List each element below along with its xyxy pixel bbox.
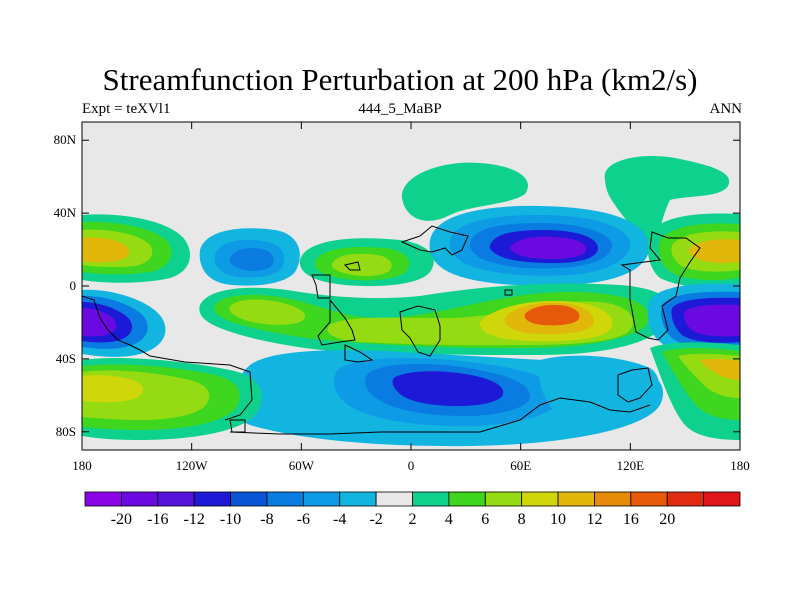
case-label: 444_5_MaBP [358, 101, 442, 117]
lat-tick-label: 40N [54, 205, 77, 220]
colorbar-swatch [412, 491, 450, 507]
colorbar-swatch [594, 491, 632, 507]
coastlines [82, 225, 701, 435]
contour-blob [331, 253, 392, 277]
lon-tick-label: 120W [176, 458, 209, 473]
colorbar-swatch [266, 491, 304, 507]
contour-blob [401, 162, 528, 221]
contour-blob [689, 239, 740, 263]
contour-blob [82, 237, 130, 263]
coastline-americas [229, 261, 374, 433]
colorbar-label: 16 [623, 511, 639, 528]
contour-blob [82, 375, 144, 403]
colorbar-swatch [84, 491, 122, 507]
contour-blob [510, 236, 587, 259]
contour-blob [229, 299, 306, 325]
colorbar-swatch [630, 491, 668, 507]
colorbar-swatch [120, 491, 159, 507]
colorbar-label: 10 [550, 511, 566, 528]
coastline-south-america-west [82, 295, 253, 421]
lon-tick-label: 180 [730, 458, 750, 473]
colorbar-swatch [448, 491, 486, 507]
colorbar-label: 6 [481, 511, 489, 528]
contour-blob [229, 248, 274, 271]
lon-tick-label: 60W [289, 458, 315, 473]
colorbar-label: 4 [445, 511, 453, 528]
coastline-australia [617, 367, 653, 403]
lat-tick-label: 80S [56, 424, 76, 439]
colorbar-label: 20 [659, 511, 675, 528]
contour-blob [524, 304, 580, 326]
colorbar-swatch [666, 491, 705, 507]
contour-blob [700, 358, 740, 380]
colorbar: -20 -16 -12 -10 -8 -6 -4 -2 2 4 6 8 10 12 16 20 [84, 491, 741, 528]
colorbar-label: -16 [147, 511, 168, 528]
lat-tick-label: 40S [56, 351, 76, 366]
colorbar-label: -2 [369, 511, 382, 528]
colorbar-swatch [703, 491, 741, 507]
colorbar-label: -4 [333, 511, 346, 528]
contour-blob [392, 371, 504, 406]
colorbar-swatch [521, 491, 559, 507]
longitude-axis: 180 120W 60W 0 60E 120E 180 [72, 122, 750, 473]
colorbar-swatch [230, 491, 268, 507]
contour-blob [683, 304, 740, 337]
contour-fields [82, 156, 740, 447]
plot-title: Streamfunction Perturbation at 200 hPa (… [102, 62, 698, 97]
colorbar-label: 12 [586, 511, 602, 528]
colorbar-label: -8 [260, 511, 273, 528]
colorbar-label: -6 [297, 511, 310, 528]
colorbar-label: -12 [184, 511, 205, 528]
coastline-europe [400, 225, 469, 256]
colorbar-label: -10 [220, 511, 241, 528]
colorbar-swatch [375, 491, 413, 507]
latitude-axis: 80N 40N 0 40S 80S [54, 132, 740, 439]
colorbar-label: 2 [409, 511, 417, 528]
colorbar-swatch [484, 491, 523, 507]
colorbar-swatch [339, 491, 377, 507]
colorbar-label: -20 [111, 511, 132, 528]
lon-tick-label: 120E [617, 458, 645, 473]
colorbar-swatch [193, 491, 231, 507]
experiment-label: Expt = teXVl1 [82, 101, 171, 117]
lat-tick-label: 0 [70, 278, 77, 293]
colorbar-swatch [157, 491, 195, 507]
coastline-africa [399, 305, 441, 357]
coastline-antarctica [229, 397, 651, 435]
lon-tick-label: 60E [510, 458, 531, 473]
coastline-asia [504, 231, 701, 341]
lat-tick-label: 80N [54, 132, 77, 147]
season-label: ANN [709, 101, 743, 117]
lon-tick-label: 0 [408, 458, 415, 473]
colorbar-swatch [557, 491, 595, 507]
colorbar-swatch [302, 491, 341, 507]
colorbar-label: 8 [518, 511, 526, 528]
contour-blob [538, 355, 660, 428]
lon-tick-label: 180 [72, 458, 92, 473]
